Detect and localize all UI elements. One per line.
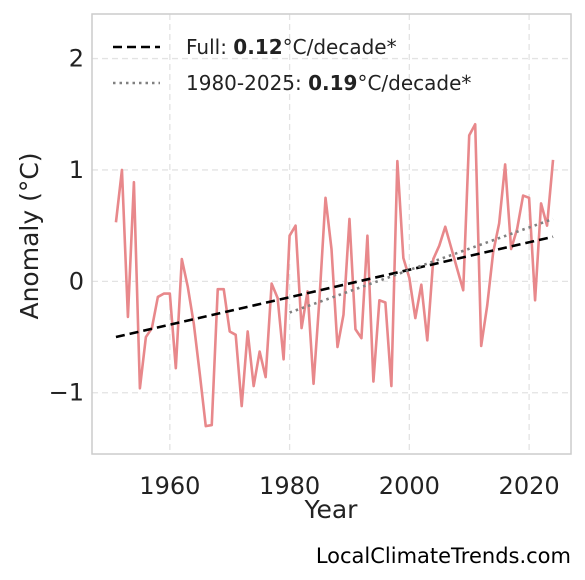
x-tick-labels: 1960 1980 2000 2020 xyxy=(139,472,559,500)
y-tick-label: −1 xyxy=(49,379,84,407)
x-tick-label: 1960 xyxy=(139,472,200,500)
recent-trend-line xyxy=(289,217,554,314)
y-tick-label: 1 xyxy=(69,156,84,184)
y-axis-label: Anomaly (°C) xyxy=(15,152,44,319)
site-credit: LocalClimateTrends.com xyxy=(315,544,571,568)
legend: Full: 0.12°C/decade* 1980-2025: 0.19°C/de… xyxy=(113,35,471,95)
y-tick-label: 0 xyxy=(69,267,84,295)
anomaly-series-line xyxy=(114,122,555,428)
x-tick-label: 2020 xyxy=(499,472,560,500)
legend-recent-label: 1980-2025: 0.19°C/decade* xyxy=(186,71,471,95)
x-tick-label: 2000 xyxy=(379,472,440,500)
y-tick-labels: −1 0 1 2 xyxy=(49,45,84,407)
y-tick-label: 2 xyxy=(69,45,84,73)
plot-frame xyxy=(91,13,572,455)
x-axis-label: Year xyxy=(304,495,359,524)
full-trend-line xyxy=(115,235,554,339)
x-tick-label: 1980 xyxy=(259,472,320,500)
series-layer xyxy=(114,122,555,428)
legend-full-label: Full: 0.12°C/decade* xyxy=(186,35,397,59)
